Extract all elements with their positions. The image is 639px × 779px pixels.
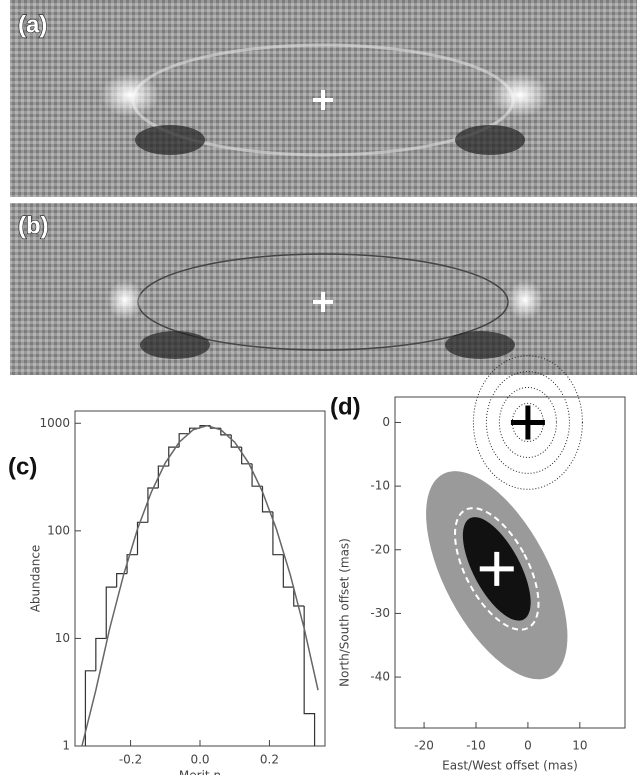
region [454, 507, 540, 631]
dark-region [455, 125, 525, 155]
panel-label: (a) [18, 11, 47, 38]
histogram-step [136, 521, 148, 555]
x-tick-label: 0.2 [260, 753, 279, 767]
histogram-step [293, 587, 305, 607]
histogram-step [95, 637, 107, 671]
glow [100, 73, 160, 117]
x-tick-label: -10 [466, 739, 486, 753]
plot-frame [74, 410, 326, 747]
dark-region [445, 331, 515, 359]
dotted-circle [498, 386, 557, 458]
plot-frame [394, 396, 626, 729]
histogram-step [147, 487, 159, 523]
histogram-step [105, 586, 117, 639]
dotted-circle [472, 355, 583, 490]
y-tick-label: -10 [370, 479, 390, 493]
y-tick-label: -40 [370, 670, 390, 684]
center-cross [313, 90, 333, 110]
y-axis-label: North/South offset (mas) [338, 538, 352, 687]
panel-label: (b) [18, 212, 49, 239]
dark-region [140, 331, 210, 359]
x-tick-label: 10 [572, 739, 587, 753]
y-tick-label: 10 [55, 631, 70, 645]
dotted-circle [485, 371, 570, 474]
panel-a: (a) [10, 0, 637, 197]
histogram-step [272, 511, 284, 556]
y-tick-label: -20 [370, 542, 390, 556]
histogram-step [157, 465, 169, 489]
histogram-step [282, 554, 294, 588]
panel-label: (c) [8, 453, 37, 480]
x-tick-label: -20 [414, 739, 434, 753]
glow [490, 73, 550, 117]
y-axis-label: Abundance [29, 545, 43, 613]
x-tick-label: 0.0 [190, 753, 209, 767]
x-axis-label: East/West offset (mas) [442, 759, 578, 773]
y-tick-label: 1000 [39, 416, 70, 430]
panel-b: (b) [10, 203, 637, 375]
y-tick-label: 0 [382, 415, 390, 429]
fit-curve [81, 424, 319, 747]
center-cross [313, 292, 333, 312]
glow [507, 280, 543, 320]
cross-marker [510, 405, 545, 440]
panel-label: (d) [330, 393, 361, 420]
y-tick-label: 1 [62, 739, 70, 753]
y-tick-label: -30 [370, 606, 390, 620]
histogram-step [261, 486, 273, 513]
histogram-step [303, 606, 316, 746]
x-axis-label: Merit η [179, 769, 221, 776]
x-tick-label: -0.2 [119, 753, 142, 767]
cross-marker [479, 551, 514, 586]
histogram-step [84, 670, 96, 746]
histogram-step [126, 554, 138, 574]
x-tick-label: 0 [524, 739, 532, 753]
image-background [10, 203, 637, 375]
dark-region [135, 125, 205, 155]
glow [107, 280, 143, 320]
y-tick-label: 100 [47, 523, 70, 537]
